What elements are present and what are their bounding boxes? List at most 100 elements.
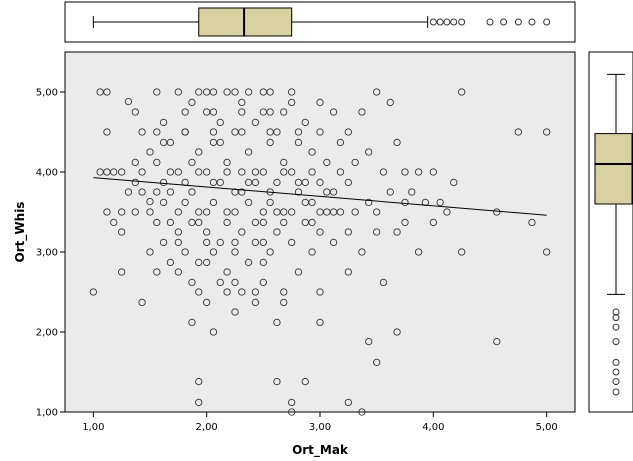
y-box bbox=[594, 133, 633, 205]
scatter-point bbox=[273, 377, 281, 386]
scatter-point bbox=[528, 218, 536, 227]
scatter-point bbox=[216, 278, 224, 287]
scatter-point bbox=[110, 218, 118, 227]
scatter-point bbox=[344, 268, 352, 276]
scatter-point bbox=[379, 168, 388, 176]
scatter-point bbox=[336, 168, 345, 176]
scatter-point bbox=[195, 168, 203, 176]
y-tick-label: 5,00 bbox=[36, 88, 58, 99]
scatter-point bbox=[203, 88, 211, 96]
scatter-point bbox=[195, 398, 203, 407]
scatter-point bbox=[373, 228, 381, 236]
scatter-point bbox=[195, 258, 203, 267]
scatter-point bbox=[188, 98, 196, 107]
scatter-point bbox=[273, 228, 281, 236]
scatter-point bbox=[124, 97, 133, 106]
scatter-point bbox=[231, 238, 239, 247]
scatter-point bbox=[166, 188, 175, 196]
scatter-point bbox=[458, 248, 466, 256]
scatter-point bbox=[238, 128, 246, 136]
scatter-point bbox=[316, 318, 324, 327]
scatter-point bbox=[159, 238, 168, 247]
x-axis: 1,00 2,00 3,00 4,00 5,00 bbox=[82, 412, 558, 433]
scatter-point bbox=[266, 198, 274, 207]
scatter-point bbox=[166, 258, 175, 267]
scatter-point bbox=[159, 118, 168, 127]
x-tick-label: 5,00 bbox=[536, 422, 558, 433]
scatter-point bbox=[294, 188, 303, 196]
scatter-point bbox=[450, 178, 458, 187]
scatter-point bbox=[159, 138, 168, 147]
scatter-point bbox=[195, 288, 203, 296]
scatter-point bbox=[203, 258, 211, 267]
scatter-point bbox=[316, 128, 324, 136]
scatter-point bbox=[238, 288, 246, 296]
scatter-point bbox=[344, 178, 352, 187]
scatter-point bbox=[251, 118, 260, 127]
scatter-point bbox=[386, 188, 394, 196]
scatter-point bbox=[195, 218, 203, 227]
scatter-points bbox=[89, 88, 551, 416]
scatter-point bbox=[316, 288, 324, 296]
scatter-point bbox=[138, 188, 146, 196]
right-boxplot-panel bbox=[588, 51, 633, 413]
y-outlier bbox=[612, 338, 620, 346]
scatter-point bbox=[259, 258, 267, 267]
scatter-point bbox=[288, 168, 296, 176]
scatter-point bbox=[316, 208, 324, 216]
scatter-point bbox=[153, 268, 161, 276]
scatter-point bbox=[131, 108, 139, 116]
scatter-point bbox=[131, 208, 139, 216]
scatter-point bbox=[181, 128, 189, 136]
scatter-point bbox=[231, 278, 239, 287]
scatter-point bbox=[138, 128, 146, 136]
scatter-point bbox=[103, 208, 111, 216]
scatter-point bbox=[238, 228, 246, 236]
y-outlier bbox=[612, 323, 620, 331]
scatter-point bbox=[203, 228, 211, 236]
scatter-point bbox=[288, 238, 296, 247]
scatter-point bbox=[251, 168, 260, 176]
scatter-point bbox=[259, 168, 267, 176]
scatter-point bbox=[358, 108, 366, 116]
scatter-point bbox=[393, 138, 401, 147]
scatter-point bbox=[429, 218, 437, 227]
scatter-point bbox=[280, 218, 288, 227]
scatter-point bbox=[146, 248, 154, 256]
scatter-point bbox=[103, 128, 111, 136]
scatter-point bbox=[103, 168, 111, 176]
scatter-point bbox=[209, 248, 218, 256]
x-box bbox=[198, 7, 293, 37]
scatter-point bbox=[373, 88, 381, 96]
scatter-point bbox=[238, 98, 246, 107]
scatter-point bbox=[174, 208, 182, 216]
scatter-point bbox=[188, 188, 196, 196]
scatter-point bbox=[308, 218, 316, 227]
scatter-point bbox=[393, 228, 401, 236]
scatter-point bbox=[209, 178, 218, 187]
scatter-point bbox=[244, 198, 253, 207]
scatter-point bbox=[259, 238, 267, 247]
scatter-point bbox=[259, 278, 267, 287]
scatter-point bbox=[223, 288, 231, 296]
scatter-point bbox=[373, 358, 381, 367]
scatter-point bbox=[138, 298, 146, 307]
scatter-point bbox=[89, 288, 97, 296]
x-tick-label: 1,00 bbox=[82, 422, 104, 433]
x-outlier bbox=[514, 18, 522, 26]
scatter-point bbox=[351, 208, 359, 216]
scatter-point bbox=[308, 168, 316, 176]
y-outlier bbox=[612, 388, 620, 396]
scatter-point bbox=[379, 278, 388, 287]
scatter-point bbox=[174, 228, 182, 236]
scatter-point bbox=[166, 168, 175, 176]
scatter-point bbox=[244, 88, 253, 96]
scatter-point bbox=[288, 208, 296, 216]
scatter-point bbox=[329, 208, 338, 216]
scatter-point bbox=[301, 377, 309, 386]
y-tick-label: 4,00 bbox=[36, 168, 58, 179]
scatter-point bbox=[131, 178, 139, 187]
scatter-point bbox=[181, 108, 189, 116]
scatter-point bbox=[203, 238, 211, 247]
